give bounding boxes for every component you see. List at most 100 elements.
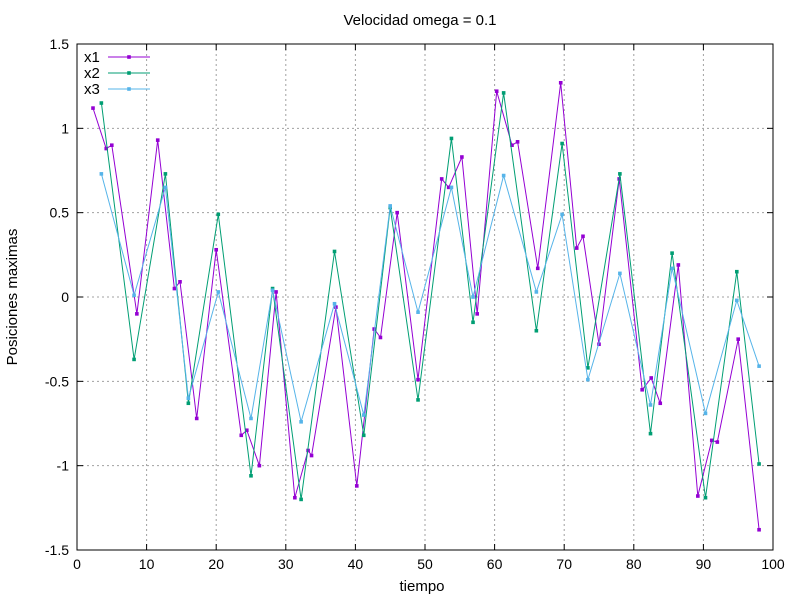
data-point-x3 xyxy=(270,288,275,293)
y-tick-label: -0.5 xyxy=(45,373,69,389)
x-tick-label: 60 xyxy=(487,556,503,572)
series-layer xyxy=(91,80,761,532)
data-point-x3 xyxy=(648,403,653,407)
data-point-x1 xyxy=(110,143,114,147)
data-point-x1 xyxy=(649,376,653,380)
x-tick-label: 10 xyxy=(139,556,155,572)
x-tick-label: 100 xyxy=(761,556,785,572)
y-tick-label: 1.5 xyxy=(50,36,70,52)
data-point-x2 xyxy=(449,136,454,141)
data-point-x2 xyxy=(560,141,564,146)
data-point-x1 xyxy=(515,140,520,144)
data-point-x1 xyxy=(460,155,464,159)
data-point-x3 xyxy=(249,416,253,421)
legend-swatch-marker xyxy=(127,55,131,59)
data-point-x1 xyxy=(574,246,579,250)
data-point-x3 xyxy=(332,301,337,306)
legend-entry-x1: x1 xyxy=(84,49,150,66)
data-point-x1 xyxy=(658,401,663,406)
data-point-x2 xyxy=(186,401,191,406)
data-point-x1 xyxy=(416,377,420,382)
data-point-x3 xyxy=(703,411,708,416)
data-point-x1 xyxy=(535,266,540,271)
data-point-x2 xyxy=(757,462,761,466)
data-point-x1 xyxy=(274,290,278,294)
data-point-x3 xyxy=(501,173,506,178)
data-point-x2 xyxy=(332,249,337,254)
data-point-x1 xyxy=(172,286,177,291)
data-point-x1 xyxy=(475,312,479,316)
data-point-x3 xyxy=(216,290,221,294)
data-point-x3 xyxy=(757,364,761,368)
data-point-x1 xyxy=(91,106,95,110)
y-tick-label: -1.5 xyxy=(45,542,69,558)
data-point-x1 xyxy=(494,89,499,94)
data-point-x2 xyxy=(299,497,303,502)
data-point-x1 xyxy=(214,247,218,252)
x-tick-label: 20 xyxy=(208,556,224,572)
x-tick-label: 80 xyxy=(626,556,642,572)
x-tick-label: 90 xyxy=(696,556,712,572)
data-point-x3 xyxy=(735,298,739,303)
data-point-x1 xyxy=(378,335,383,340)
data-point-x1 xyxy=(155,138,160,142)
y-axis-title: Posiciones maximas xyxy=(4,229,21,366)
data-point-x2 xyxy=(416,398,420,402)
series-line-x3 xyxy=(100,173,760,422)
data-point-x1 xyxy=(178,280,182,284)
data-point-x3 xyxy=(560,212,564,217)
data-point-x2 xyxy=(501,91,506,95)
data-point-x3 xyxy=(99,172,104,176)
data-point-x2 xyxy=(249,473,253,478)
data-point-x1 xyxy=(395,210,399,215)
x-tick-label: 70 xyxy=(556,556,572,572)
data-point-x1 xyxy=(309,453,314,458)
data-point-x1 xyxy=(104,146,109,151)
chart-title: Velocidad omega = 0.1 xyxy=(343,12,496,29)
legend-swatch-marker xyxy=(127,87,131,91)
series-line-x2 xyxy=(100,92,760,500)
ticks-layer: 0 10 20 30 40 50 60 70 80 90 100 -1.5 -1 -0.5 0 0.5 1 1.5 xyxy=(45,36,785,572)
data-point-x1 xyxy=(736,337,740,341)
data-point-x2 xyxy=(99,101,104,105)
legend-entry-x3: x3 xyxy=(84,81,150,98)
data-point-x1 xyxy=(696,494,700,498)
data-point-x1 xyxy=(757,527,761,532)
data-point-x3 xyxy=(163,185,168,190)
data-point-x2 xyxy=(361,433,366,438)
x-tick-label: 40 xyxy=(348,556,364,572)
data-point-x2 xyxy=(703,495,708,500)
data-point-x2 xyxy=(216,212,221,217)
legend-entry-x2: x2 xyxy=(84,65,150,82)
y-tick-label: 0 xyxy=(61,289,69,305)
data-point-x2 xyxy=(586,366,590,370)
data-point-x2 xyxy=(618,172,622,176)
data-point-x1 xyxy=(245,428,249,433)
data-point-x2 xyxy=(163,172,168,176)
data-point-x3 xyxy=(618,271,622,276)
data-point-x1 xyxy=(439,177,444,181)
y-tick-label: -1 xyxy=(57,458,70,474)
data-point-x1 xyxy=(709,438,714,443)
data-point-x3 xyxy=(388,204,392,208)
data-point-x2 xyxy=(648,431,653,436)
data-point-x1 xyxy=(558,80,563,85)
data-point-x2 xyxy=(670,251,674,255)
data-point-x1 xyxy=(510,143,514,147)
data-point-x3 xyxy=(299,420,303,424)
data-point-x1 xyxy=(194,416,199,421)
data-point-x2 xyxy=(132,357,136,362)
data-point-x3 xyxy=(670,266,674,271)
legend-label: x3 xyxy=(84,81,100,98)
series-x1 xyxy=(91,80,761,532)
data-point-x1 xyxy=(257,463,262,468)
y-tick-label: 1 xyxy=(61,120,69,136)
data-point-x3 xyxy=(471,295,475,299)
data-point-x1 xyxy=(446,185,451,190)
legend-label: x1 xyxy=(84,49,100,66)
data-point-x2 xyxy=(471,320,475,325)
data-point-x1 xyxy=(293,495,297,500)
x-axis-title: tiempo xyxy=(399,578,444,595)
